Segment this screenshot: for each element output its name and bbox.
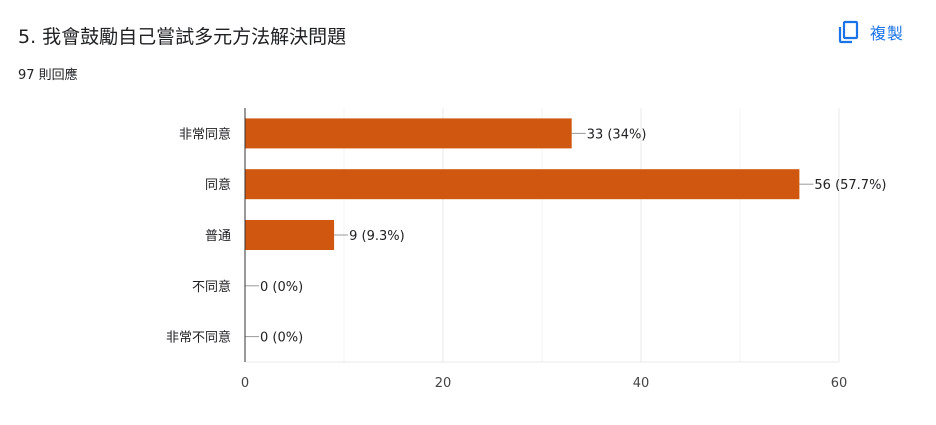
x-tick-label: 40 <box>633 376 650 391</box>
x-tick-label: 0 <box>241 376 249 391</box>
bar <box>245 118 572 149</box>
copy-label: 複製 <box>870 24 905 43</box>
category-label: 非常同意 <box>179 126 231 142</box>
data-label: 56 (57.7%) <box>814 178 886 193</box>
category-label: 普通 <box>205 229 231 244</box>
copy-button[interactable]: 複製 <box>836 16 904 48</box>
category-label: 不同意 <box>192 279 231 295</box>
data-label: 9 (9.3%) <box>349 229 405 244</box>
category-label: 非常不同意 <box>166 330 231 346</box>
question-title: 5. 我會鼓勵自己嘗試多元方法解決問題 <box>18 26 347 48</box>
bar <box>245 220 335 250</box>
x-tick-label: 20 <box>435 376 452 391</box>
data-label: 0 (0%) <box>260 280 303 295</box>
data-label: 33 (34%) <box>587 127 647 142</box>
response-count: 97 則回應 <box>18 68 78 83</box>
data-label: 0 (0%) <box>260 331 303 346</box>
copy-icon <box>838 20 859 44</box>
bar <box>245 169 800 200</box>
category-label: 同意 <box>205 177 231 193</box>
x-tick-label: 60 <box>831 376 848 391</box>
